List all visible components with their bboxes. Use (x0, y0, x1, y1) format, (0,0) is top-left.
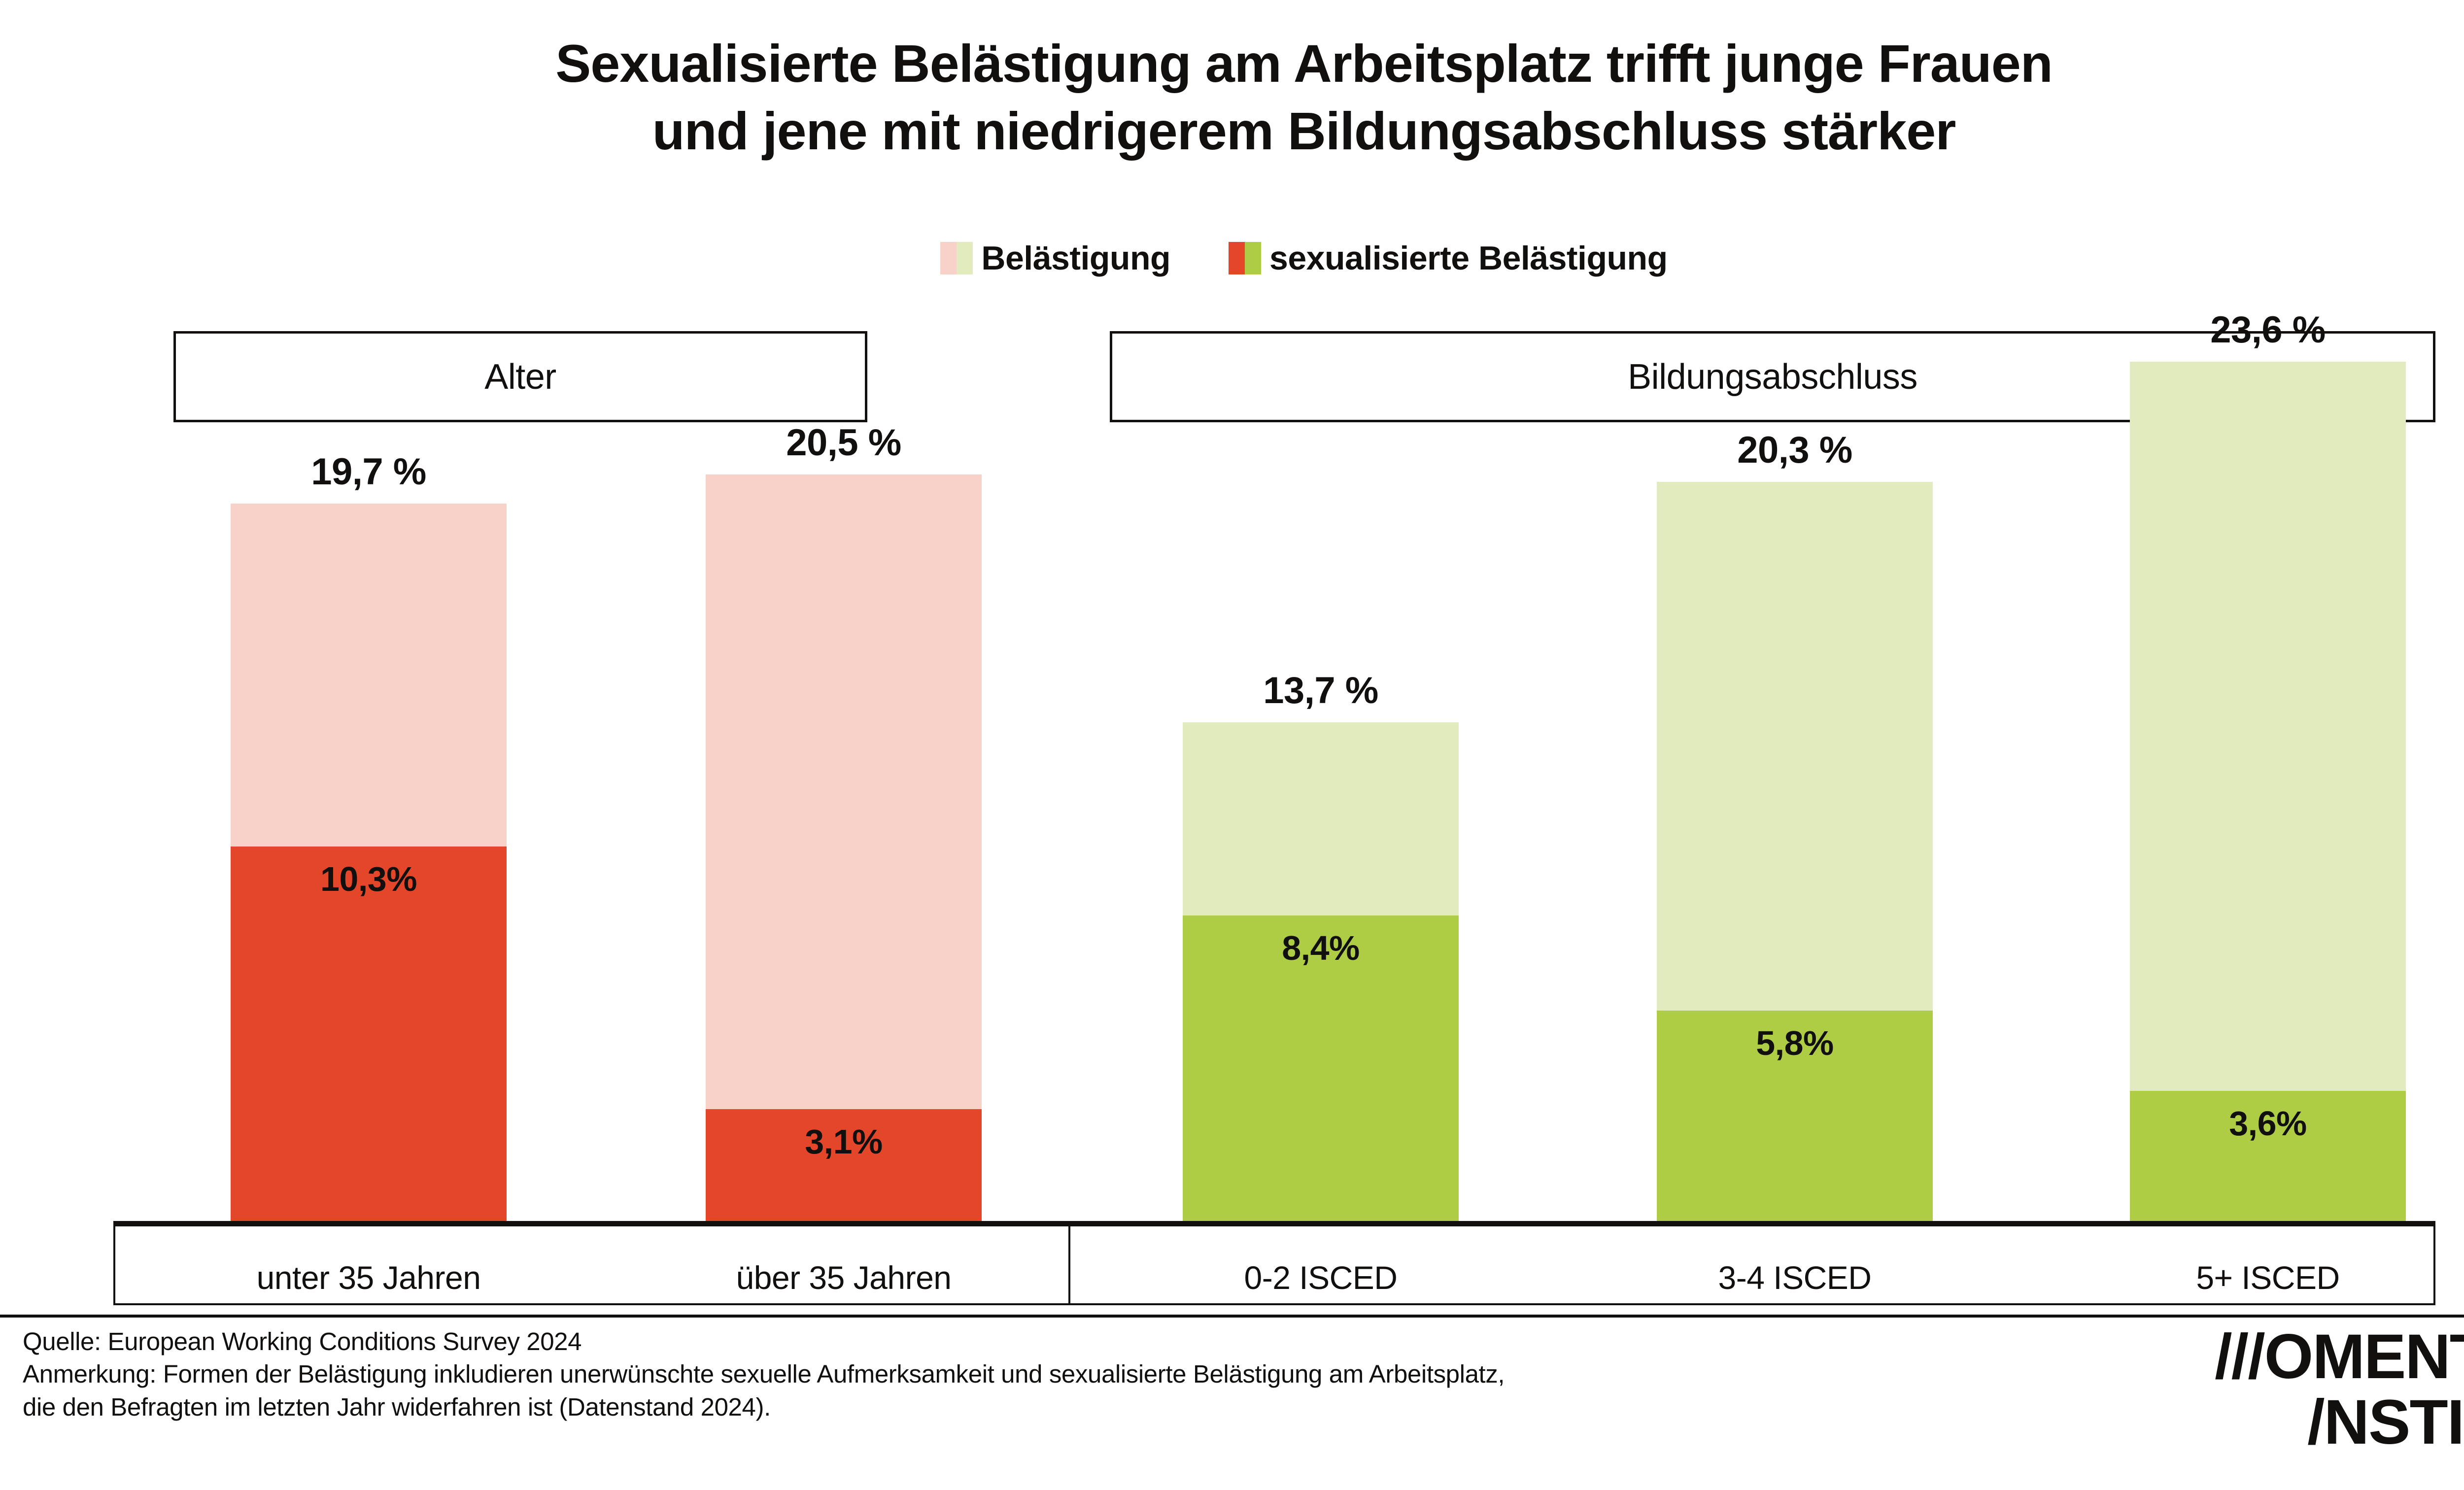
footnotes: Quelle: European Working Conditions Surv… (23, 1325, 1747, 1423)
legend-swatch-red-family (940, 242, 957, 274)
legend-item-label: sexualisierte Belästigung (1269, 239, 1668, 277)
bar-segment-harassment[interactable] (1657, 481, 1933, 1011)
bar-stack[interactable]: 20,3 % 5,8% (1657, 429, 1933, 1222)
bar-segment-harassment[interactable] (706, 474, 982, 1109)
bar-segment-sexual-harassment[interactable]: 3,6% (2130, 1090, 2406, 1222)
footnote-line: Anmerkung: Formen der Belästigung inklud… (23, 1360, 1505, 1388)
group-header-education-label: Bildungsabschluss (1628, 357, 1917, 397)
bar-stack[interactable]: 13,7 % 8,4% (1183, 670, 1459, 1222)
x-axis-label-box (113, 1226, 2435, 1305)
x-axis-tick-label: über 35 Jahren (736, 1259, 952, 1296)
footnote-line: Quelle: European Working Conditions Surv… (23, 1327, 582, 1355)
bar-stack[interactable]: 19,7 % 10,3% (231, 451, 507, 1222)
bar-total-label: 13,7 % (1263, 670, 1378, 712)
bar-segment-label: 8,4% (1282, 929, 1360, 968)
group-header-age-label: Alter (484, 357, 556, 397)
bar-segment-sexual-harassment[interactable]: 3,1% (706, 1109, 982, 1222)
bar-segment-sexual-harassment[interactable]: 8,4% (1183, 915, 1459, 1222)
legend-swatch-pair (1229, 242, 1262, 274)
bar-segment-harassment[interactable] (1183, 722, 1459, 916)
legend-swatch-pair (940, 242, 973, 274)
legend-item-label: Belästigung (981, 239, 1171, 277)
x-axis-tick-label: unter 35 Jahren (256, 1259, 481, 1296)
bar-segment-label: 10,3% (320, 859, 417, 898)
legend-swatch-green-family (957, 242, 973, 274)
footnote-line: die den Befragten im letzten Jahr widerf… (23, 1392, 771, 1421)
bar-total-label: 23,6 % (2210, 308, 2326, 351)
momentum-institut-logo: ///OMENTUM /NSTITUT (2215, 1325, 2464, 1456)
footer-divider (0, 1315, 2464, 1318)
x-axis-rule (113, 1221, 2435, 1226)
plot-area: 19,7 % 10,3% 20,5 % 3,1% 13,7 % 8,4% 20,3 % 5,8… (231, 309, 2406, 1222)
logo-line-institut: /NSTITUT (2307, 1387, 2464, 1457)
bar-segment-harassment[interactable] (2130, 361, 2406, 1091)
bar-total-label: 20,3 % (1737, 429, 1852, 471)
legend-item: Belästigung (940, 239, 1171, 277)
chart-title: Sexualisierte Belästigung am Arbeitsplat… (0, 30, 2464, 165)
bar-segment-sexual-harassment[interactable]: 5,8% (1657, 1010, 1933, 1222)
bar-stack[interactable]: 20,5 % 3,1% (706, 422, 982, 1222)
legend-item: sexualisierte Belästigung (1229, 239, 1668, 277)
bar-segment-label: 3,6% (2229, 1104, 2307, 1143)
x-axis-group-divider (1068, 1226, 1070, 1305)
x-axis-tick-label: 5+ ISCED (2196, 1259, 2340, 1296)
x-axis-tick-label: 3-4 ISCED (1718, 1259, 1872, 1296)
bar-segment-sexual-harassment[interactable]: 10,3% (231, 846, 507, 1222)
logo-line-momentum: ///OMENTUM (2215, 1321, 2464, 1392)
bar-total-label: 20,5 % (786, 422, 901, 464)
bar-total-label: 19,7 % (311, 451, 426, 493)
chart-title-line-2: und jene mit niedrigerem Bildungsabschlu… (652, 101, 1956, 161)
group-header-age: Alter (173, 331, 867, 422)
x-axis-tick-label: 0-2 ISCED (1244, 1259, 1398, 1296)
bar-segment-label: 3,1% (805, 1122, 883, 1161)
bar-stack[interactable]: 23,6 % 3,6% (2130, 309, 2406, 1222)
chart-legend: Belästigung sexualisierte Belästigung (0, 239, 2464, 277)
legend-swatch-green-family (1245, 242, 1262, 274)
legend-swatch-red-family (1229, 242, 1245, 274)
chart-title-line-1: Sexualisierte Belästigung am Arbeitsplat… (555, 34, 2053, 93)
bar-segment-harassment[interactable] (231, 504, 507, 847)
bar-segment-label: 5,8% (1756, 1023, 1834, 1062)
